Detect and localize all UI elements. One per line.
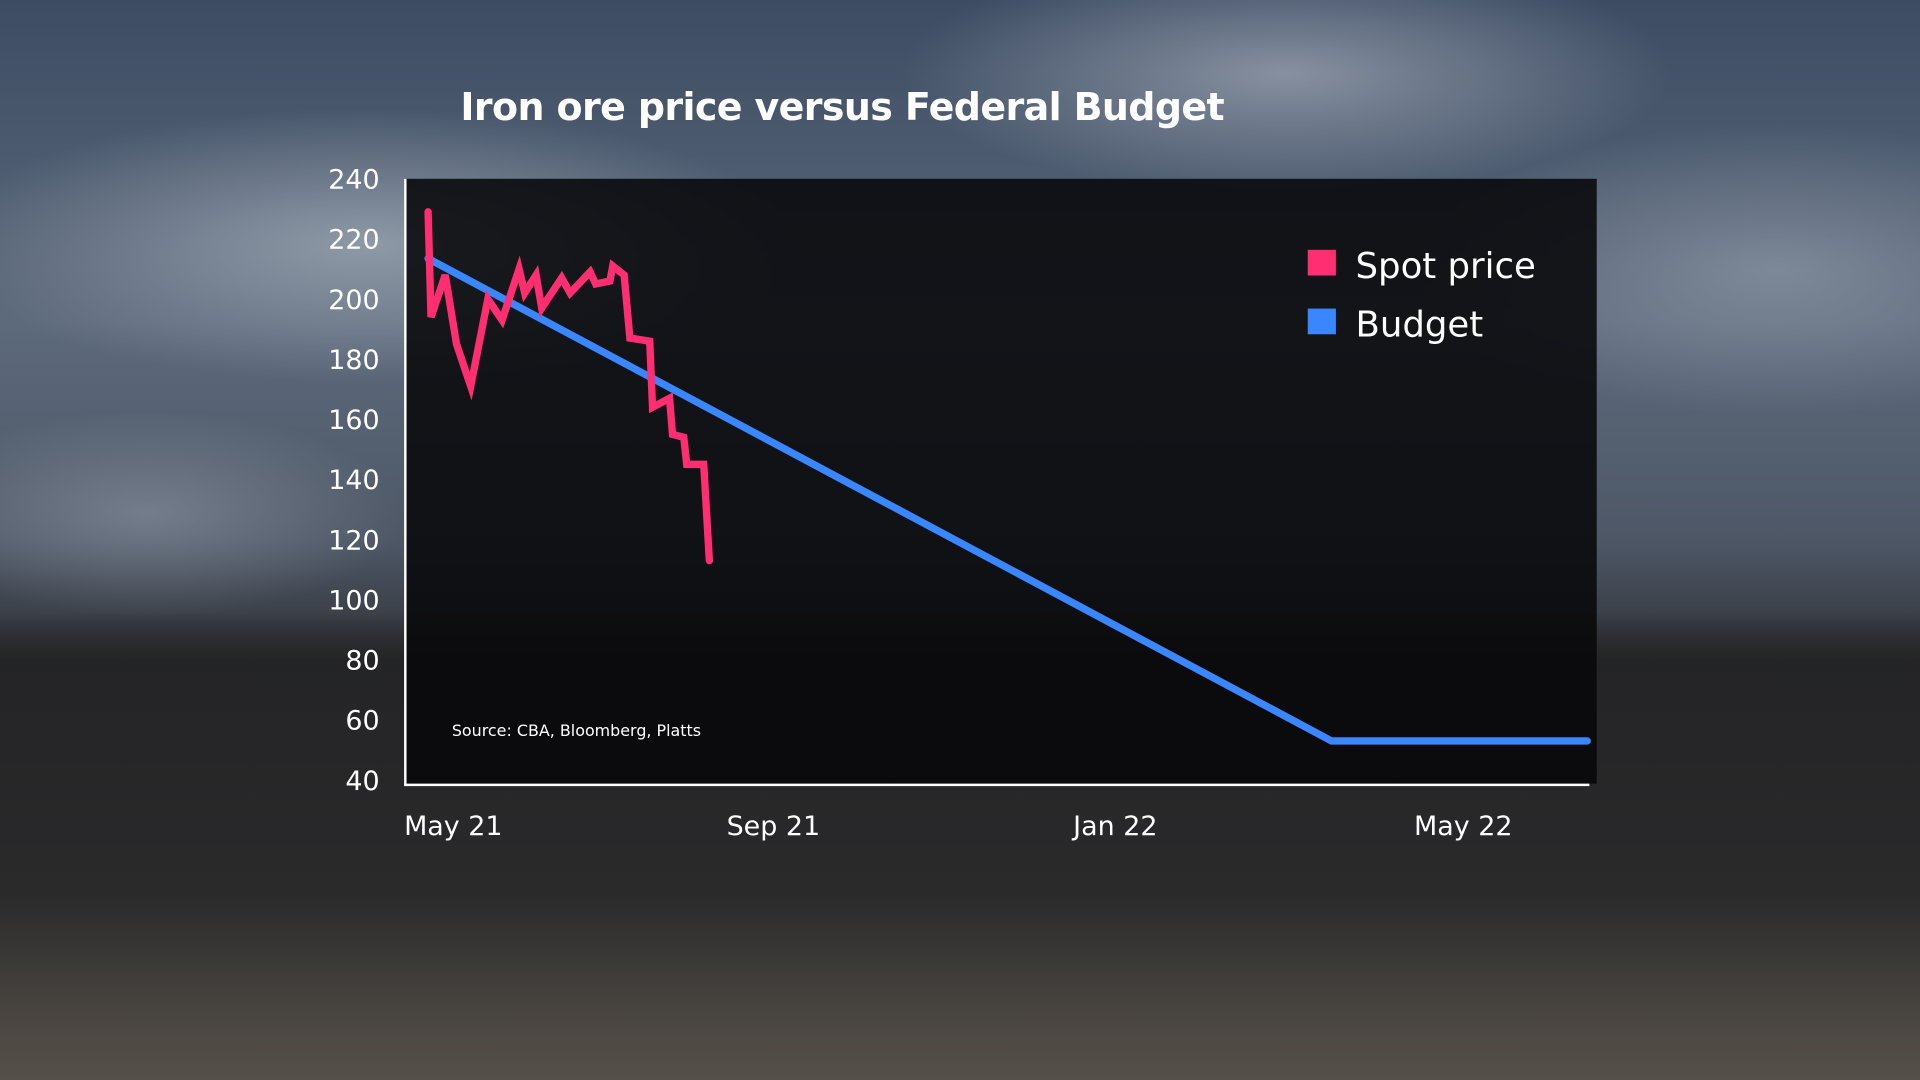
- y-axis: 240 220 200 180 160 140 120 100 80 60 40: [328, 165, 379, 797]
- y-tick-label: 140: [328, 465, 379, 496]
- chart-title: Iron ore price versus Federal Budget: [460, 85, 1225, 130]
- series-lines: [424, 208, 1591, 745]
- legend-swatch: [1307, 249, 1336, 276]
- x-tick-label: May 21: [404, 811, 502, 842]
- legend-label: Budget: [1356, 305, 1484, 346]
- series-line-spot-price: [424, 208, 714, 565]
- y-tick-label: 200: [328, 285, 379, 316]
- y-tick-label: 80: [345, 646, 379, 677]
- y-tick-label: 120: [328, 525, 379, 556]
- x-tick-label: Sep 21: [727, 811, 821, 842]
- legend: Spot price Budget: [1307, 246, 1536, 346]
- y-tick-label: 160: [328, 405, 379, 436]
- x-axis: May 21 Sep 21 Jan 22 May 22: [404, 811, 1512, 842]
- y-tick-label: 180: [328, 345, 379, 376]
- source-note: Source: CBA, Bloomberg, Platts: [452, 721, 701, 740]
- legend-label: Spot price: [1356, 246, 1536, 287]
- legend-swatch: [1307, 308, 1336, 335]
- x-tick-label: May 22: [1414, 811, 1512, 842]
- y-tick-label: 240: [328, 165, 379, 196]
- legend-item: Budget: [1307, 305, 1484, 346]
- y-tick-label: 60: [345, 706, 379, 737]
- y-tick-label: 40: [345, 766, 379, 797]
- legend-item: Spot price: [1307, 246, 1536, 287]
- x-tick-label: Jan 22: [1071, 811, 1157, 842]
- y-tick-label: 220: [328, 225, 379, 256]
- y-tick-label: 100: [328, 585, 379, 616]
- series-line-budget: [424, 254, 1591, 745]
